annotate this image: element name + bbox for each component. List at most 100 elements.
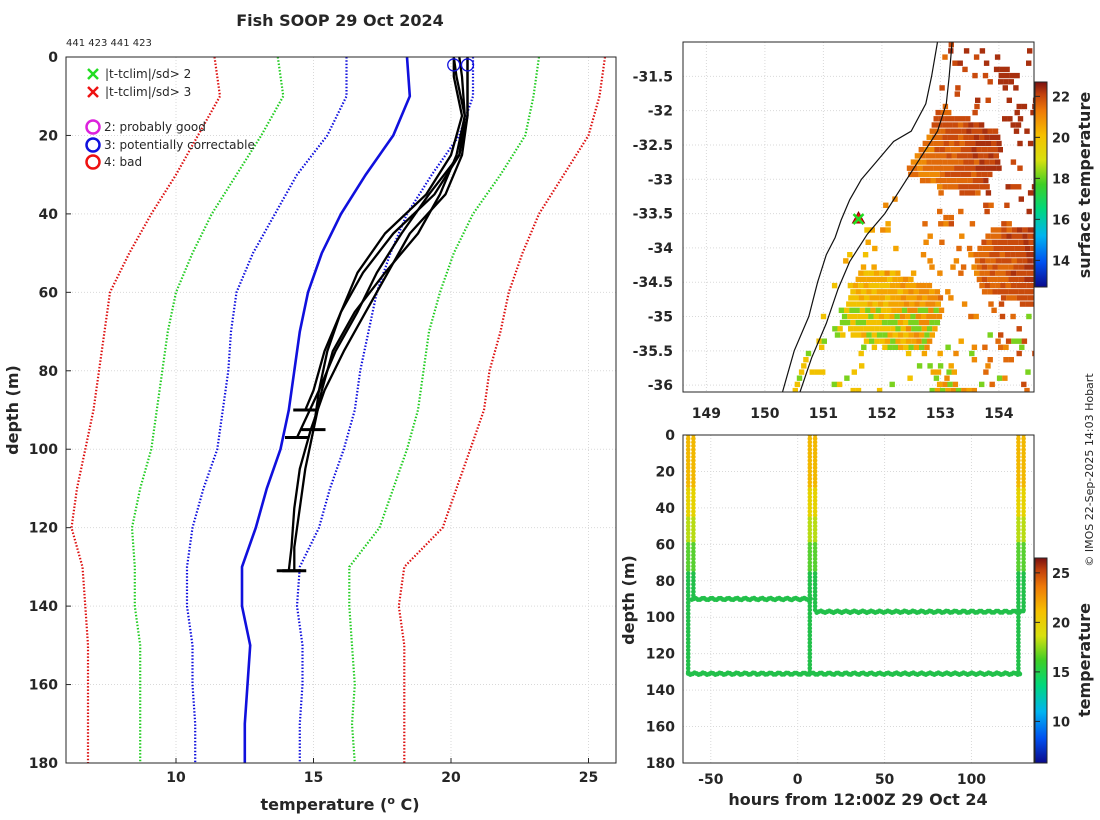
legend-label: |t-tclim|/sd> 2 xyxy=(105,67,191,81)
cast-point xyxy=(807,618,813,624)
cast-point xyxy=(812,512,818,518)
sst-pixel xyxy=(992,264,998,270)
sst-pixel xyxy=(898,344,904,350)
sst-pixel xyxy=(895,338,901,344)
cast-point xyxy=(1021,443,1026,449)
sst-pixel xyxy=(922,221,928,227)
sst-pixel xyxy=(900,326,906,332)
sst-pixel xyxy=(855,387,862,392)
sst-pixel xyxy=(855,289,861,295)
sst-pixel xyxy=(855,319,861,326)
sst-pixel xyxy=(975,165,981,171)
sst-pixel xyxy=(1003,357,1009,363)
cast-point xyxy=(1021,494,1026,500)
sst-pixel xyxy=(951,153,957,159)
cast-point xyxy=(685,465,691,471)
cast-point xyxy=(807,545,813,551)
sst-pixel xyxy=(927,233,933,239)
sst-pixel xyxy=(1027,258,1033,264)
sst-pixel xyxy=(1010,122,1016,128)
legend-label: |t-tclim|/sd> 3 xyxy=(105,85,191,99)
sst-pixel xyxy=(1009,245,1015,252)
climatology-line xyxy=(70,56,222,763)
cast-point xyxy=(807,604,813,609)
map-y-tick-label: -33.5 xyxy=(633,207,673,223)
sst-pixel xyxy=(952,60,958,66)
sst-pixel xyxy=(952,381,959,388)
sst-pixel xyxy=(929,147,935,153)
sst-pixel xyxy=(917,165,923,171)
cast-point xyxy=(685,589,691,594)
cast-point xyxy=(685,571,691,576)
sst-pixel xyxy=(874,338,880,344)
sst-pixel xyxy=(969,190,976,196)
time-x-tick-label: 0 xyxy=(793,772,803,788)
map-y-tick-label: -35.5 xyxy=(633,344,673,360)
sst-pixel xyxy=(937,208,943,215)
sst-pixel xyxy=(872,245,878,252)
sst-pixel xyxy=(892,344,899,350)
sst-pixel xyxy=(998,332,1004,338)
cast-point xyxy=(812,545,818,551)
sst-pixel xyxy=(850,332,856,338)
map-y-tick-label: -34.5 xyxy=(633,275,673,291)
sst-pixel xyxy=(913,344,920,350)
cast-point xyxy=(691,483,696,489)
sst-pixel xyxy=(966,387,972,392)
sst-pixel xyxy=(1014,109,1020,116)
sst-pixel xyxy=(1001,221,1007,227)
sst-pixel xyxy=(960,264,967,270)
sst-pixel xyxy=(987,276,993,283)
sst-pixel xyxy=(908,289,914,295)
sst-pixel xyxy=(848,326,854,332)
map-x-tick-label: 152 xyxy=(867,406,896,422)
sst-pixel xyxy=(873,313,879,320)
sst-pixel xyxy=(1021,282,1027,289)
sst-pixel xyxy=(858,350,864,357)
sst-pixel xyxy=(972,177,978,184)
cast-point xyxy=(691,487,696,493)
sst-pixel xyxy=(945,128,951,134)
sst-pixel xyxy=(860,289,867,295)
sst-pixel xyxy=(916,326,922,332)
sst-pixel xyxy=(963,48,970,54)
cast-point xyxy=(812,589,818,594)
sst-pixel xyxy=(890,326,896,332)
sst-pixel xyxy=(1017,140,1023,147)
cast-point xyxy=(1016,512,1021,518)
sst-pixel xyxy=(1003,276,1009,283)
sst-pixel xyxy=(843,258,849,264)
cast-point xyxy=(1016,516,1021,522)
sst-pixel xyxy=(803,357,809,363)
time-depth-ticks: -50 0 50 100 0 20 40 60 80 100 120 140 160 180 xyxy=(646,428,987,788)
cast-point xyxy=(807,461,813,467)
sst-pixel xyxy=(1021,381,1027,388)
cast-point xyxy=(812,440,818,445)
sst-pixel xyxy=(923,171,930,178)
cast-point xyxy=(1021,450,1026,456)
sst-pixel xyxy=(909,301,915,307)
sst-pixel xyxy=(1013,128,1020,134)
cast-point xyxy=(685,611,691,616)
cast-point xyxy=(807,527,813,533)
colorbar-tick-label: 25 xyxy=(1052,567,1070,582)
cast-point xyxy=(691,531,696,536)
sst-pixel xyxy=(1004,66,1010,73)
cast-point xyxy=(812,472,818,478)
sst-pixel xyxy=(877,301,884,307)
sst-pixel xyxy=(805,350,812,357)
sst-pixel xyxy=(947,184,953,190)
sst-pixel xyxy=(876,332,883,338)
sst-pixel xyxy=(854,307,860,313)
sst-pixel xyxy=(926,338,933,344)
sst-pixel xyxy=(1000,270,1006,276)
sst-pixel xyxy=(1025,301,1031,307)
sst-pixel xyxy=(1021,103,1028,110)
sst-pixel xyxy=(906,295,912,301)
cast-point xyxy=(1016,480,1021,485)
sst-pixel xyxy=(994,54,1001,60)
sst-pixel xyxy=(864,227,870,233)
cast-point xyxy=(691,574,696,580)
sst-pixel xyxy=(1006,221,1012,227)
sst-pixel xyxy=(841,313,848,320)
